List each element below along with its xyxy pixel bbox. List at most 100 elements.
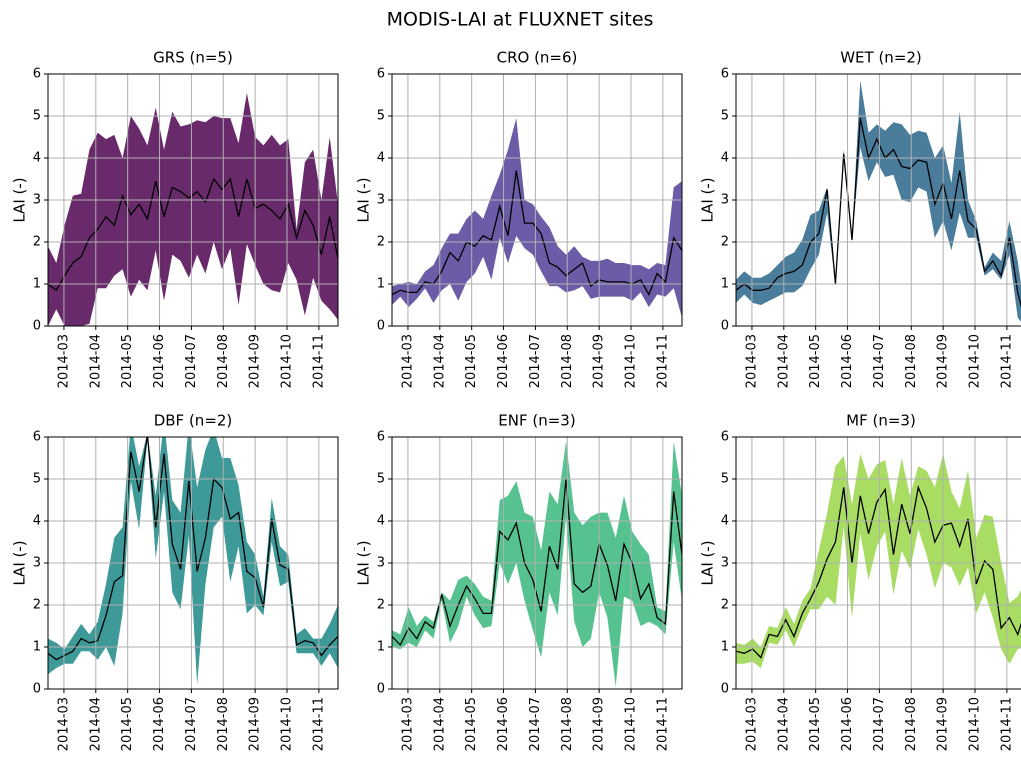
y-tick-label: 2	[33, 598, 41, 613]
y-tick-label: 3	[33, 193, 41, 208]
x-tick-label: 2014-05	[120, 697, 135, 751]
x-tick-label: 2014-06	[496, 697, 511, 751]
y-tick-label: 1	[721, 640, 729, 655]
y-tick-label: 3	[721, 193, 729, 208]
y-tick-label: 3	[33, 556, 41, 571]
x-tick-label: 2014-10	[968, 697, 983, 751]
y-tick-label: 0	[377, 682, 385, 697]
y-tick-label: 0	[33, 319, 41, 334]
x-tick-label: 2014-04	[432, 697, 447, 751]
x-tick-label: 2014-11	[655, 697, 670, 751]
x-tick-label: 2014-06	[840, 697, 855, 751]
x-tick-label: 2014-06	[152, 697, 167, 751]
x-tick-label: 2014-05	[120, 334, 135, 388]
x-tick-label: 2014-06	[152, 334, 167, 388]
x-tick-label: 2014-03	[744, 697, 759, 751]
y-tick-label: 0	[33, 682, 41, 697]
y-tick-label: 0	[721, 682, 729, 697]
x-tick-label: 2014-08	[216, 334, 231, 388]
x-tick-label: 2014-08	[904, 334, 919, 388]
x-tick-label: 2014-06	[496, 334, 511, 388]
y-tick-label: 4	[377, 514, 385, 529]
y-tick-label: 5	[33, 109, 41, 124]
x-tick-label: 2014-11	[999, 697, 1014, 751]
x-tick-label: 2014-10	[624, 697, 639, 751]
y-tick-label: 6	[33, 430, 41, 445]
x-tick-label: 2014-09	[936, 334, 951, 388]
subplot-title: GRS (n=5)	[153, 49, 233, 67]
y-tick-label: 6	[721, 67, 729, 82]
x-tick-label: 2014-08	[216, 697, 231, 751]
x-tick-label: 2014-05	[808, 697, 823, 751]
x-tick-label: 2014-11	[999, 334, 1014, 388]
range-band	[736, 454, 1021, 668]
x-tick-label: 2014-07	[872, 334, 887, 388]
y-tick-label: 4	[33, 514, 41, 529]
y-tick-label: 2	[377, 598, 385, 613]
x-tick-label: 2014-04	[432, 334, 447, 388]
y-tick-label: 5	[33, 472, 41, 487]
x-tick-label: 2014-09	[248, 334, 263, 388]
y-tick-label: 5	[721, 472, 729, 487]
y-tick-label: 0	[377, 319, 385, 334]
y-tick-label: 1	[377, 277, 385, 292]
plot-area	[48, 420, 338, 685]
x-tick-label: 2014-06	[840, 334, 855, 388]
y-axis-label: LAI (-)	[355, 177, 373, 222]
y-tick-label: 1	[33, 640, 41, 655]
y-tick-label: 2	[33, 235, 41, 250]
y-axis-label: LAI (-)	[699, 177, 717, 222]
y-tick-label: 6	[377, 430, 385, 445]
subplot-title: ENF (n=3)	[498, 412, 575, 430]
x-tick-label: 2014-08	[560, 334, 575, 388]
x-tick-label: 2014-11	[311, 697, 326, 751]
y-tick-label: 4	[33, 151, 41, 166]
y-axis-label: LAI (-)	[699, 540, 717, 585]
x-tick-label: 2014-09	[592, 334, 607, 388]
x-tick-label: 2014-04	[776, 334, 791, 388]
x-tick-label: 2014-07	[528, 697, 543, 751]
y-tick-label: 4	[377, 151, 385, 166]
y-tick-label: 2	[721, 598, 729, 613]
y-tick-label: 0	[721, 319, 729, 334]
range-band	[48, 420, 338, 685]
plot-area	[48, 93, 338, 330]
y-tick-label: 5	[377, 109, 385, 124]
plot-area	[392, 118, 682, 318]
y-tick-label: 5	[377, 472, 385, 487]
x-tick-label: 2014-11	[311, 334, 326, 388]
y-axis-label: LAI (-)	[11, 177, 29, 222]
x-tick-label: 2014-04	[88, 334, 103, 388]
x-tick-label: 2014-07	[184, 697, 199, 751]
subplot-title: MF (n=3)	[846, 412, 916, 430]
x-tick-label: 2014-10	[280, 334, 295, 388]
x-tick-label: 2014-03	[400, 334, 415, 388]
x-tick-label: 2014-11	[655, 334, 670, 388]
x-tick-label: 2014-10	[968, 334, 983, 388]
x-tick-label: 2014-05	[464, 697, 479, 751]
x-tick-label: 2014-08	[560, 697, 575, 751]
range-band	[392, 118, 682, 318]
plot-area	[736, 454, 1021, 668]
y-tick-label: 1	[377, 640, 385, 655]
y-tick-label: 6	[721, 430, 729, 445]
y-axis-label: LAI (-)	[355, 540, 373, 585]
subplot: ENF (n=3) LAI (-) 0 1 2 3 4 5 6 2014-03 2014-04 201…	[355, 412, 683, 752]
range-band	[48, 93, 338, 330]
x-tick-label: 2014-09	[936, 697, 951, 751]
x-tick-label: 2014-05	[808, 334, 823, 388]
y-tick-label: 4	[721, 514, 729, 529]
y-tick-label: 1	[721, 277, 729, 292]
y-tick-label: 3	[377, 556, 385, 571]
y-tick-label: 1	[33, 277, 41, 292]
subplot-title: WET (n=2)	[840, 49, 922, 67]
x-tick-label: 2014-07	[872, 697, 887, 751]
x-tick-label: 2014-10	[624, 334, 639, 388]
y-tick-label: 6	[377, 67, 385, 82]
x-tick-label: 2014-03	[400, 697, 415, 751]
